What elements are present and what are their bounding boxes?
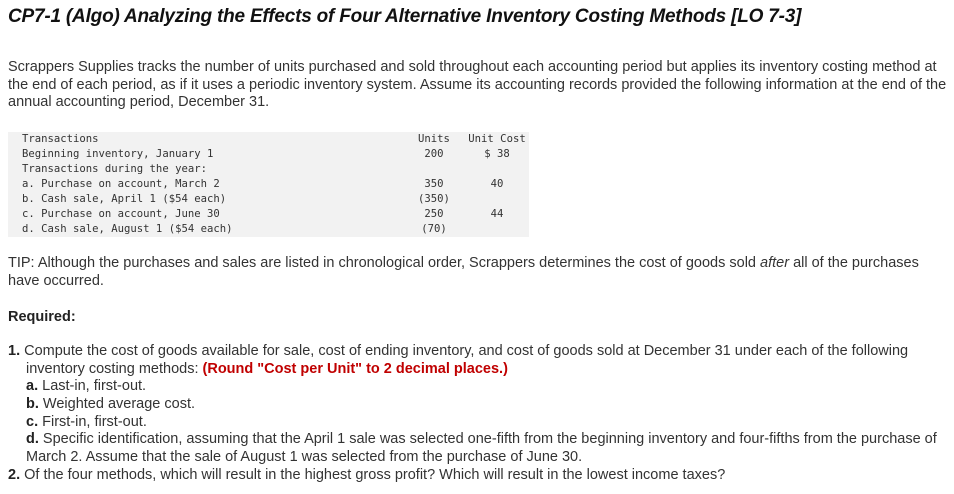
row-units: 200: [424, 148, 444, 160]
question-2-text: Of the four methods, which will result i…: [24, 467, 726, 483]
row-units: 250: [424, 208, 444, 220]
item-letter: c.: [26, 414, 39, 430]
row-unit-cost: $ 38: [484, 148, 510, 160]
row-unit-cost: [465, 222, 529, 237]
table-row: c. Purchase on account, June 30 250 44: [8, 207, 529, 222]
tip-text-end: all of the purchases have occurred.: [8, 255, 919, 289]
question-2-number: 2.: [8, 467, 21, 483]
list-item: d. Specific identification, assuming tha…: [26, 431, 946, 466]
table-row: b. Cash sale, April 1 ($54 each) (350): [8, 192, 529, 207]
intro-paragraph: Scrappers Supplies tracks the number of …: [8, 59, 947, 110]
row-unit-cost: [465, 192, 529, 207]
row-unit-cost: [465, 162, 529, 177]
item-text: Specific identification, assuming that t…: [26, 431, 937, 465]
row-unit-cost: 40: [490, 178, 504, 190]
row-label: a. Purchase on account, March 2: [22, 178, 220, 190]
item-text: First-in, first-out.: [42, 414, 147, 430]
header-unit-cost: Unit Cost: [468, 133, 526, 145]
tip-text: TIP: Although the purchases and sales ar…: [8, 255, 761, 271]
item-letter: b.: [26, 396, 39, 412]
row-unit-cost: 44: [490, 208, 504, 220]
rounding-note: (Round "Cost per Unit" to 2 decimal plac…: [202, 360, 508, 377]
item-letter: d.: [26, 431, 39, 447]
row-units: (70): [421, 223, 447, 235]
tip-emphasis: after: [760, 255, 790, 271]
tip-paragraph: TIP: Although the purchases and sales ar…: [8, 255, 948, 290]
row-units: 350: [424, 178, 444, 190]
list-item: b. Weighted average cost.: [26, 396, 946, 414]
table-header-row: Transactions Units Unit Cost: [8, 132, 529, 147]
row-label: b. Cash sale, April 1 ($54 each): [22, 193, 227, 205]
header-transactions: Transactions: [22, 133, 99, 145]
list-item: c. First-in, first-out.: [26, 414, 946, 432]
item-text: Weighted average cost.: [42, 396, 195, 412]
required-heading: Required:: [8, 309, 76, 325]
item-text: Last-in, first-out.: [42, 378, 147, 394]
question-1-number: 1.: [8, 343, 21, 359]
list-item: a. Last-in, first-out.: [26, 378, 946, 396]
row-units: (350): [418, 193, 450, 205]
question-1: 1. Compute the cost of goods available f…: [8, 343, 948, 378]
table-row: Beginning inventory, January 1 200 $ 38: [8, 147, 529, 162]
row-label: Transactions during the year:: [22, 163, 207, 175]
table-row: d. Cash sale, August 1 ($54 each) (70): [8, 222, 529, 237]
row-units: [403, 162, 465, 177]
problem-title: CP7-1 (Algo) Analyzing the Effects of Fo…: [8, 6, 802, 27]
question-1-text: Compute the cost of goods available for …: [24, 343, 909, 377]
table-row: a. Purchase on account, March 2 350 40: [8, 177, 529, 192]
table-row: Transactions during the year:: [8, 162, 529, 177]
row-label: c. Purchase on account, June 30: [22, 208, 220, 220]
transactions-table: Transactions Units Unit Cost Beginning i…: [8, 132, 529, 237]
question-2: 2. Of the four methods, which will resul…: [8, 467, 948, 485]
row-label: d. Cash sale, August 1 ($54 each): [22, 223, 233, 235]
header-units: Units: [418, 133, 450, 145]
item-letter: a.: [26, 378, 39, 394]
row-label: Beginning inventory, January 1: [22, 148, 214, 160]
